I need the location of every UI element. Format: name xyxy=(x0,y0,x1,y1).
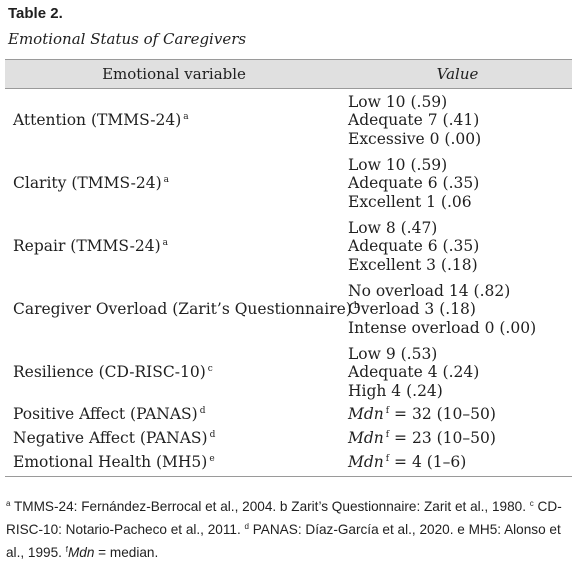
column-header-value: Value xyxy=(436,65,479,83)
value-line: Low 10 (.59) xyxy=(348,93,448,111)
table-subtitle: Emotional Status of Caregivers xyxy=(8,30,247,48)
row-label: Clarity (TMMS-24) a xyxy=(13,174,170,192)
table-title: Table 2. xyxy=(8,5,63,22)
row-label: Emotional Health (MH5) e xyxy=(13,453,215,471)
row-label: Attention (TMMS-24) a xyxy=(13,111,189,129)
value-line: Adequate 7 (.41) xyxy=(348,111,480,130)
median-value: Mdn f = 23 (10–50) xyxy=(348,429,496,447)
value-line: Excessive 0 (.00) xyxy=(348,129,482,148)
data-table: Emotional variable Value Attention (TMMS… xyxy=(5,59,572,477)
column-header-variable: Emotional variable xyxy=(102,65,246,83)
value-line: Low 8 (.47) xyxy=(348,219,438,237)
value-line: Excellent 1 (.06 xyxy=(348,192,472,211)
value-line: Low 10 (.59) xyxy=(348,156,448,174)
value-line: Low 9 (.53) xyxy=(348,345,438,363)
value-line: Adequate 6 (.35) xyxy=(348,174,480,193)
row-values: Mdn f = 32 (10–50) xyxy=(348,405,496,426)
table-footnote: a TMMS-24: Fernández-Berrocal et al., 20… xyxy=(6,499,562,560)
row-values: Low 8 (.47) Adequate 6 (.35) Excellent 3… xyxy=(348,219,479,274)
row-values: Low 10 (.59) Adequate 6 (.35) Excellent … xyxy=(348,156,479,211)
value-line: Intense overload 0 (.00) xyxy=(348,318,537,337)
median-value: Mdn f = 32 (10–50) xyxy=(348,405,496,423)
value-line: No overload 14 (.82) xyxy=(348,282,511,300)
value-line: Adequate 6 (.35) xyxy=(348,237,480,256)
table-row: Positive Affect (PANAS) d Mdn f = 32 (10–5… xyxy=(5,403,572,427)
row-label: Resilience (CD-RISC-10) c xyxy=(13,363,213,381)
value-line: High 4 (.24) xyxy=(348,381,443,400)
row-values: No overload 14 (.82) Overload 3 (.18) In… xyxy=(348,282,536,337)
value-line: Adequate 4 (.24) xyxy=(348,363,480,382)
row-values: Mdn f = 4 (1–6) xyxy=(348,453,466,474)
table-row: Resilience (CD-RISC-10) c Low 9 (.53) Ade… xyxy=(5,341,572,403)
row-values: Low 10 (.59) Adequate 7 (.41) Excessive … xyxy=(348,93,481,148)
row-label: Caregiver Overload (Zarit’s Questionnair… xyxy=(13,300,360,318)
row-label: Negative Affect (PANAS) d xyxy=(13,429,216,447)
median-value: Mdn f = 4 (1–6) xyxy=(348,453,467,471)
table-row: Repair (TMMS-24) a Low 8 (.47) Adequate 6… xyxy=(5,215,572,278)
value-line: Overload 3 (.18) xyxy=(348,300,476,319)
table-row: Emotional Health (MH5) e Mdn f = 4 (1–6) xyxy=(5,451,572,476)
row-values: Mdn f = 23 (10–50) xyxy=(348,429,496,450)
row-values: Low 9 (.53) Adequate 4 (.24) High 4 (.24… xyxy=(348,345,479,400)
table-header-row: Emotional variable Value xyxy=(5,59,572,89)
table-row: Clarity (TMMS-24) a Low 10 (.59) Adequate… xyxy=(5,152,572,215)
table-row: Attention (TMMS-24) a Low 10 (.59) Adequa… xyxy=(5,89,572,152)
row-label: Repair (TMMS-24) a xyxy=(13,237,168,255)
table-row: Caregiver Overload (Zarit’s Questionnair… xyxy=(5,278,572,341)
row-label: Positive Affect (PANAS) d xyxy=(13,405,206,423)
value-line: Excellent 3 (.18) xyxy=(348,255,478,274)
table-bottom-rule xyxy=(5,476,572,477)
table-row: Negative Affect (PANAS) d Mdn f = 23 (10–5… xyxy=(5,427,572,451)
